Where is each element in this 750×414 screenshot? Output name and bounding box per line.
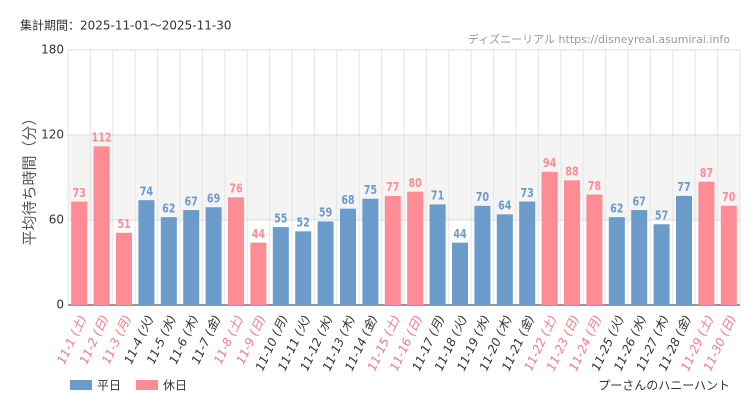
bar [519, 201, 536, 305]
bar [317, 221, 334, 305]
bar [384, 195, 401, 305]
value-label: 68 [341, 193, 354, 207]
y-tick-label: 60 [49, 213, 64, 227]
bar [362, 198, 379, 305]
value-label: 59 [319, 206, 332, 220]
value-label: 73 [73, 186, 86, 200]
value-label: 74 [140, 184, 154, 198]
bar [183, 210, 200, 305]
y-tick-label: 0 [56, 298, 64, 312]
y-tick-label: 180 [41, 43, 64, 57]
value-label: 67 [633, 194, 646, 208]
y-tick-label: 120 [41, 128, 64, 142]
value-label: 70 [722, 190, 736, 204]
value-label: 88 [565, 165, 578, 179]
bar [138, 200, 155, 305]
subtitle: プーさんのハニーハント [598, 379, 730, 393]
value-label: 80 [409, 176, 423, 190]
bar [228, 197, 244, 305]
value-label: 71 [431, 189, 444, 203]
bar [116, 232, 132, 305]
value-label: 69 [207, 192, 220, 206]
source: ディズニーリアル https://disneyreal.asumirai.inf… [468, 32, 730, 46]
bar [676, 195, 692, 305]
value-label: 64 [498, 199, 512, 213]
bar [93, 146, 110, 305]
legend-swatch [70, 380, 92, 390]
bar [698, 181, 715, 305]
value-label: 44 [453, 227, 467, 241]
legend-label: 休日 [163, 379, 187, 393]
bar [474, 205, 491, 305]
bar [250, 242, 267, 305]
bar [295, 231, 312, 305]
bar [586, 194, 603, 305]
value-label: 77 [677, 180, 690, 194]
value-label: 87 [700, 166, 713, 180]
legend-label: 平日 [97, 379, 121, 393]
bar [564, 180, 580, 305]
bar [653, 224, 670, 305]
value-label: 94 [543, 156, 557, 170]
value-label: 44 [252, 227, 266, 241]
value-label: 78 [588, 179, 601, 193]
bar [407, 191, 424, 305]
value-label: 52 [297, 216, 310, 230]
bar [608, 217, 625, 305]
bar [340, 208, 356, 305]
y-axis-label: 平均待ち時間（分） [21, 110, 39, 245]
value-label: 75 [364, 183, 377, 197]
legend-swatch [136, 380, 158, 390]
bar [205, 207, 222, 305]
bar [429, 204, 446, 305]
bar [541, 171, 558, 305]
value-label: 70 [476, 190, 490, 204]
value-label: 51 [117, 217, 130, 231]
value-label: 77 [386, 180, 399, 194]
value-label: 55 [274, 211, 287, 225]
bar [631, 210, 648, 305]
bar [71, 201, 88, 305]
value-label: 62 [610, 201, 623, 215]
value-label: 67 [185, 194, 198, 208]
value-label: 76 [229, 182, 242, 196]
bar [496, 214, 513, 305]
value-label: 62 [162, 201, 175, 215]
bar [720, 205, 737, 305]
value-label: 57 [655, 209, 668, 223]
bar [160, 217, 177, 305]
period-header: 集計期間：2025-11-01～2025-11-30 [20, 18, 231, 33]
bar [452, 242, 468, 305]
value-label: 112 [92, 131, 112, 145]
value-label: 73 [521, 186, 534, 200]
bar [272, 227, 289, 305]
